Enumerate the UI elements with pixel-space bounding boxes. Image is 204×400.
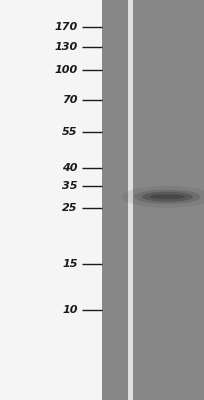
Text: 15: 15 — [62, 259, 78, 269]
Text: 55: 55 — [62, 127, 78, 137]
Text: 100: 100 — [54, 65, 78, 75]
Text: 130: 130 — [54, 42, 78, 52]
Ellipse shape — [134, 190, 201, 204]
Bar — [133, 0, 204, 400]
Ellipse shape — [121, 186, 204, 208]
Ellipse shape — [149, 194, 185, 199]
Text: 40: 40 — [62, 163, 78, 173]
Text: 70: 70 — [62, 95, 78, 105]
Text: 170: 170 — [54, 22, 78, 32]
Ellipse shape — [142, 192, 193, 202]
Bar — [102, 0, 128, 400]
Bar — [128, 0, 133, 400]
Text: 10: 10 — [62, 305, 78, 315]
Text: 25: 25 — [62, 203, 78, 213]
Text: 35: 35 — [62, 181, 78, 191]
